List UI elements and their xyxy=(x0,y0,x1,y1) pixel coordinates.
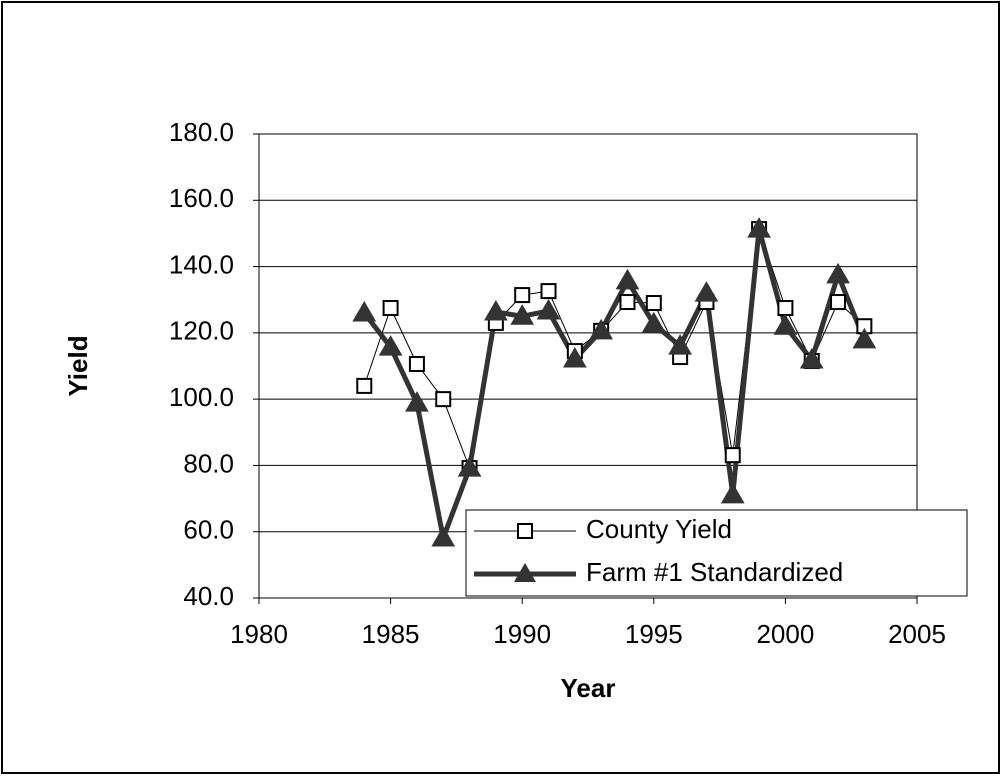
y-tick-label: 140.0 xyxy=(169,249,234,279)
marker xyxy=(826,262,850,284)
x-tick-label: 1985 xyxy=(362,619,420,649)
marker xyxy=(536,298,561,320)
marker xyxy=(852,327,877,349)
marker xyxy=(356,377,373,394)
marker xyxy=(615,268,640,290)
marker xyxy=(773,314,798,335)
marker xyxy=(382,300,399,316)
marker xyxy=(694,281,719,302)
legend-marker xyxy=(514,563,536,582)
marker xyxy=(641,311,666,333)
marker xyxy=(378,335,403,356)
y-axis-title: Yield xyxy=(63,335,93,396)
marker xyxy=(799,348,824,369)
legend-label: County Yield xyxy=(586,514,732,544)
marker xyxy=(435,391,452,408)
marker xyxy=(645,295,662,312)
marker xyxy=(619,294,636,311)
marker xyxy=(514,287,531,304)
y-tick-label: 160.0 xyxy=(169,183,234,213)
x-tick-label: 1990 xyxy=(493,619,551,649)
marker xyxy=(540,283,557,300)
y-tick-label: 60.0 xyxy=(183,515,234,545)
marker xyxy=(589,318,614,340)
x-axis-title: Year xyxy=(561,673,616,703)
x-tick-label: 2005 xyxy=(888,619,946,649)
marker xyxy=(830,294,847,311)
marker xyxy=(408,356,425,373)
y-tick-label: 40.0 xyxy=(183,581,234,611)
marker xyxy=(431,526,456,547)
x-tick-label: 2000 xyxy=(756,619,814,649)
marker xyxy=(352,300,377,322)
marker xyxy=(720,482,745,504)
legend-marker xyxy=(517,523,533,539)
marker xyxy=(747,217,771,238)
y-tick-label: 80.0 xyxy=(183,448,234,478)
legend-box xyxy=(465,509,968,597)
y-tick-label: 100.0 xyxy=(169,382,234,412)
marker xyxy=(457,456,482,477)
marker xyxy=(484,299,508,321)
y-tick-label: 180.0 xyxy=(169,117,234,147)
legend-label: Farm #1 Standardized xyxy=(586,557,843,587)
marker xyxy=(405,391,429,412)
x-tick-label: 1995 xyxy=(625,619,683,649)
series-line xyxy=(363,228,865,469)
marker xyxy=(510,304,535,325)
y-tick-label: 120.0 xyxy=(169,316,234,346)
marker xyxy=(724,447,741,464)
marker xyxy=(562,347,587,368)
marker xyxy=(777,300,794,316)
marker xyxy=(668,334,692,355)
x-tick-label: 1980 xyxy=(230,619,288,649)
plot-area xyxy=(258,133,918,599)
